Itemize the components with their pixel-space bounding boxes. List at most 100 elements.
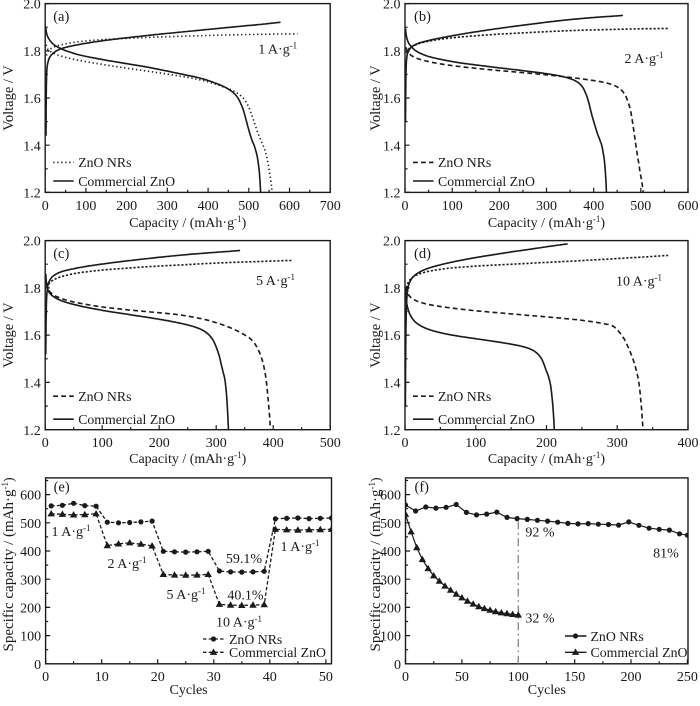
svg-text:300: 300 — [157, 199, 178, 214]
svg-text:2 A·g-1: 2 A·g-1 — [625, 50, 664, 67]
svg-text:1.8: 1.8 — [23, 45, 41, 60]
svg-text:Specific capacity / (mAh·g-1): Specific capacity / (mAh·g-1) — [0, 477, 17, 652]
svg-text:ZnO NRs: ZnO NRs — [591, 629, 644, 644]
svg-text:100: 100 — [380, 630, 401, 645]
svg-text:400: 400 — [20, 545, 41, 560]
svg-text:Commercial ZnO: Commercial ZnO — [229, 645, 326, 660]
svg-text:1 A·g-1: 1 A·g-1 — [258, 41, 297, 58]
svg-text:Cycles: Cycles — [528, 683, 566, 698]
svg-text:500: 500 — [320, 436, 341, 451]
svg-text:700: 700 — [320, 199, 341, 214]
svg-text:400: 400 — [380, 545, 401, 560]
svg-text:Commercial ZnO: Commercial ZnO — [438, 412, 535, 427]
svg-text:92 %: 92 % — [525, 526, 555, 541]
svg-text:50: 50 — [319, 670, 333, 685]
svg-text:Commercial ZnO: Commercial ZnO — [78, 174, 175, 189]
svg-text:Voltage / V: Voltage / V — [368, 65, 384, 131]
svg-text:(f): (f) — [415, 479, 430, 495]
svg-text:Specific capacity / (mAh·g-1): Specific capacity / (mAh·g-1) — [367, 477, 384, 652]
svg-text:30: 30 — [207, 670, 221, 685]
svg-text:ZnO NRs: ZnO NRs — [229, 632, 282, 647]
svg-text:100: 100 — [75, 199, 96, 214]
svg-text:5 A·g-1: 5 A·g-1 — [167, 586, 206, 603]
svg-text:1.2: 1.2 — [383, 187, 401, 202]
svg-text:600: 600 — [20, 489, 41, 504]
svg-text:Capacity / (mAh·g-1): Capacity / (mAh·g-1) — [129, 450, 246, 467]
svg-text:2.0: 2.0 — [383, 0, 401, 13]
svg-text:2.0: 2.0 — [23, 0, 41, 13]
svg-text:300: 300 — [206, 436, 227, 451]
svg-text:100: 100 — [465, 436, 486, 451]
svg-text:Voltage / V: Voltage / V — [368, 302, 384, 368]
svg-text:Voltage / V: Voltage / V — [1, 302, 17, 368]
svg-text:100: 100 — [20, 630, 41, 645]
svg-text:0: 0 — [34, 658, 41, 673]
svg-text:2 A·g-1: 2 A·g-1 — [108, 555, 147, 572]
svg-text:1.2: 1.2 — [23, 187, 41, 202]
svg-text:200: 200 — [380, 602, 401, 617]
svg-text:0: 0 — [394, 658, 401, 673]
svg-text:10 A·g-1: 10 A·g-1 — [216, 614, 262, 631]
svg-text:0: 0 — [42, 670, 49, 685]
svg-text:40: 40 — [263, 670, 277, 685]
svg-text:1.6: 1.6 — [383, 329, 401, 344]
svg-text:Capacity / (mAh·g-1): Capacity / (mAh·g-1) — [488, 450, 605, 467]
svg-text:50: 50 — [455, 670, 469, 685]
svg-text:500: 500 — [238, 199, 259, 214]
svg-text:100: 100 — [508, 670, 529, 685]
svg-text:0: 0 — [402, 199, 409, 214]
svg-text:300: 300 — [607, 436, 628, 451]
svg-text:(c): (c) — [53, 246, 69, 262]
svg-text:5 A·g-1: 5 A·g-1 — [256, 272, 295, 289]
svg-text:500: 500 — [20, 517, 41, 532]
svg-text:300: 300 — [20, 573, 41, 588]
svg-text:2.0: 2.0 — [383, 235, 401, 250]
svg-text:(b): (b) — [414, 9, 431, 25]
svg-text:(d): (d) — [414, 246, 431, 262]
svg-text:200: 200 — [536, 436, 557, 451]
svg-text:0: 0 — [42, 199, 49, 214]
svg-text:400: 400 — [583, 199, 604, 214]
svg-text:Capacity / (mAh·g-1): Capacity / (mAh·g-1) — [129, 214, 246, 231]
svg-text:1.2: 1.2 — [383, 424, 401, 439]
svg-text:300: 300 — [536, 199, 557, 214]
svg-text:2.0: 2.0 — [23, 235, 41, 250]
svg-text:1.8: 1.8 — [383, 45, 401, 60]
svg-text:1.8: 1.8 — [23, 282, 41, 297]
svg-text:ZnO NRs: ZnO NRs — [438, 389, 491, 404]
svg-text:ZnO NRs: ZnO NRs — [438, 155, 491, 170]
svg-text:0: 0 — [402, 670, 409, 685]
svg-text:10 A·g-1: 10 A·g-1 — [616, 273, 662, 290]
svg-text:1.8: 1.8 — [383, 282, 401, 297]
svg-text:Capacity / (mAh·g-1): Capacity / (mAh·g-1) — [488, 214, 605, 231]
svg-text:0: 0 — [402, 436, 409, 451]
svg-text:400: 400 — [198, 199, 219, 214]
svg-text:1 A·g-1: 1 A·g-1 — [281, 538, 320, 555]
svg-text:400: 400 — [678, 436, 699, 451]
svg-text:Commercial ZnO: Commercial ZnO — [78, 412, 175, 427]
svg-text:1.4: 1.4 — [23, 139, 41, 154]
svg-text:600: 600 — [678, 199, 699, 214]
svg-text:200: 200 — [149, 436, 170, 451]
svg-text:59.1%: 59.1% — [226, 552, 263, 567]
svg-text:250: 250 — [677, 670, 698, 685]
svg-text:200: 200 — [116, 199, 137, 214]
svg-text:1.4: 1.4 — [383, 377, 401, 392]
svg-text:400: 400 — [263, 436, 284, 451]
svg-text:150: 150 — [564, 670, 585, 685]
svg-text:1.6: 1.6 — [23, 329, 41, 344]
svg-text:1.6: 1.6 — [23, 92, 41, 107]
svg-text:10: 10 — [95, 670, 109, 685]
svg-text:32 %: 32 % — [525, 612, 555, 627]
svg-text:Commercial ZnO: Commercial ZnO — [438, 174, 535, 189]
svg-text:Commercial ZnO: Commercial ZnO — [591, 645, 688, 660]
svg-text:1.4: 1.4 — [383, 139, 401, 154]
svg-text:300: 300 — [380, 573, 401, 588]
svg-text:500: 500 — [630, 199, 651, 214]
svg-text:1 A·g-1: 1 A·g-1 — [52, 523, 91, 540]
svg-text:ZnO NRs: ZnO NRs — [78, 155, 131, 170]
svg-text:200: 200 — [20, 602, 41, 617]
svg-text:ZnO NRs: ZnO NRs — [78, 389, 131, 404]
svg-text:1.4: 1.4 — [23, 377, 41, 392]
svg-text:600: 600 — [279, 199, 300, 214]
